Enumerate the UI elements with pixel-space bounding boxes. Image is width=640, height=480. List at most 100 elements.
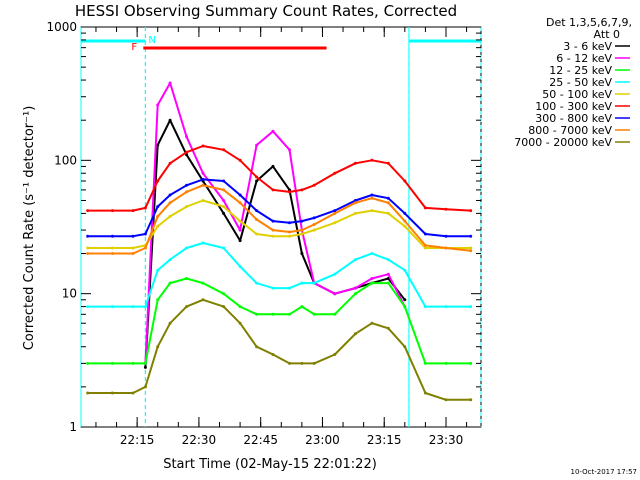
data-point — [353, 332, 357, 336]
data-point — [469, 209, 473, 213]
data-point — [238, 265, 242, 268]
data-point — [288, 221, 291, 225]
data-point — [271, 234, 275, 238]
data-point — [222, 246, 226, 250]
data-point — [143, 305, 147, 309]
data-point — [312, 216, 316, 220]
data-point — [300, 252, 304, 255]
data-point — [386, 196, 390, 200]
data-point — [143, 246, 147, 250]
data-point — [185, 205, 189, 209]
data-point — [185, 150, 189, 154]
data-point — [386, 258, 390, 262]
data-point — [201, 171, 205, 175]
x-tick-label: 23:30 — [429, 433, 464, 447]
legend-entry-label: 800 - 7000 keV — [528, 124, 612, 137]
data-point — [222, 188, 226, 192]
data-point — [353, 201, 357, 205]
data-point — [333, 272, 337, 276]
data-point — [143, 365, 147, 369]
data-point — [386, 326, 390, 330]
data-point — [353, 161, 357, 165]
data-point — [156, 345, 160, 349]
data-point — [168, 161, 172, 165]
data-point — [86, 361, 90, 365]
data-point — [370, 321, 374, 325]
data-point — [370, 196, 374, 200]
data-point — [86, 246, 90, 250]
data-point — [444, 207, 448, 211]
data-point — [168, 118, 172, 122]
data-point — [110, 361, 114, 365]
data-point — [300, 281, 304, 285]
data-point — [271, 286, 275, 290]
data-point — [131, 305, 135, 309]
data-point — [271, 228, 275, 232]
data-point — [168, 281, 172, 285]
data-point — [444, 361, 448, 365]
data-point — [222, 179, 226, 183]
data-point — [288, 234, 291, 238]
legend-entry-label: 7000 - 20000 keV — [514, 136, 612, 149]
data-point — [353, 286, 357, 290]
data-point — [370, 252, 374, 255]
data-point — [403, 224, 407, 228]
data-point — [271, 129, 275, 133]
data-point — [312, 281, 316, 285]
series-line — [144, 119, 406, 368]
x-tick-label: 22:15 — [120, 433, 155, 447]
data-point — [255, 218, 259, 221]
data-point — [156, 143, 160, 147]
data-point — [469, 305, 473, 309]
data-point — [86, 209, 90, 213]
legend-entry-label: 25 - 50 keV — [549, 76, 612, 89]
data-point — [333, 209, 337, 213]
data-point — [444, 305, 448, 309]
data-point — [131, 234, 135, 238]
data-point — [423, 232, 427, 236]
data-point — [386, 201, 390, 205]
data-point — [403, 219, 407, 223]
data-point — [423, 246, 427, 250]
data-point — [353, 292, 357, 296]
data-point — [288, 190, 291, 194]
data-point — [255, 232, 259, 236]
x-tick-label: 23:00 — [305, 433, 340, 447]
data-point — [423, 391, 427, 395]
flag-n-label: N — [148, 35, 155, 46]
data-point — [222, 305, 226, 309]
data-point — [300, 188, 304, 192]
data-point — [156, 205, 160, 209]
flag-f-label: F — [131, 42, 137, 53]
data-point — [312, 312, 316, 316]
data-point — [370, 281, 374, 285]
data-point — [110, 391, 114, 395]
data-point — [238, 193, 242, 197]
data-point — [386, 161, 390, 165]
data-point — [110, 234, 114, 238]
data-point — [222, 199, 226, 202]
data-point — [288, 361, 291, 365]
legend-header-line-2: Att 0 — [594, 28, 620, 41]
y-axis-label: Corrected Count Rate (s⁻¹ detector⁻¹) — [22, 106, 37, 351]
data-point — [185, 190, 189, 194]
data-point — [110, 209, 114, 213]
data-point — [469, 249, 473, 253]
data-point — [143, 361, 147, 365]
data-point — [86, 391, 90, 395]
data-point — [238, 239, 242, 243]
y-tick-label: 1 — [69, 420, 77, 434]
data-point — [300, 232, 304, 236]
data-point — [386, 211, 390, 215]
y-tick-label: 10 — [62, 287, 77, 301]
data-point — [469, 246, 473, 250]
data-point — [238, 201, 242, 205]
data-point — [300, 219, 304, 223]
data-point — [156, 103, 160, 107]
data-point — [312, 228, 316, 232]
data-point — [222, 148, 226, 152]
data-point — [255, 179, 259, 183]
data-point — [444, 246, 448, 250]
data-point — [201, 298, 205, 302]
data-point — [312, 361, 316, 365]
